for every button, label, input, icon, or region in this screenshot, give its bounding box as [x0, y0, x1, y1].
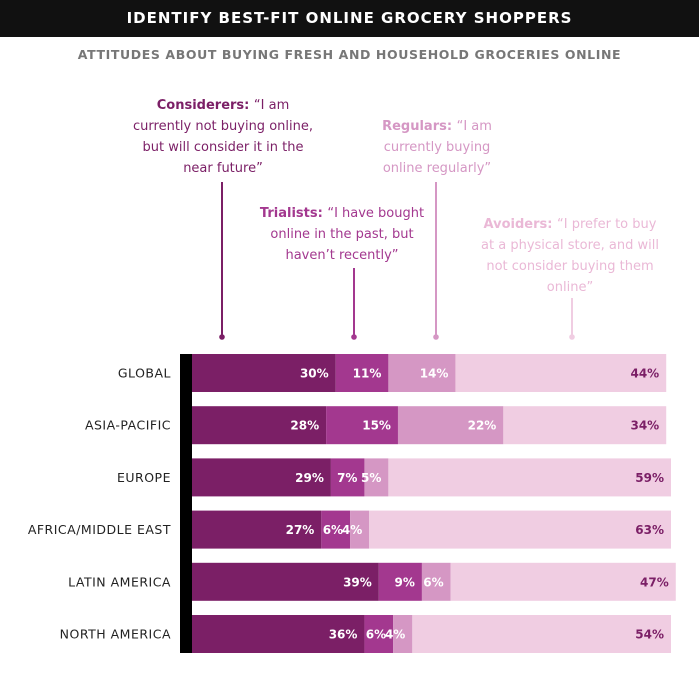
category-label: ASIA-PACIFIC	[85, 418, 171, 433]
annotation-name: Regulars	[382, 119, 447, 134]
data-label: 29%	[295, 471, 324, 485]
annotation-name: Avoiders	[483, 217, 548, 232]
data-label: 36%	[329, 628, 358, 642]
annotation-text: “I have bought online in the past, but h…	[270, 206, 425, 263]
data-label: 47%	[640, 575, 669, 589]
bar-segment	[421, 562, 451, 601]
data-label: 7%	[337, 471, 357, 485]
bar-segment	[388, 458, 671, 497]
bar-segment	[192, 510, 322, 549]
data-label: 6%	[366, 628, 386, 642]
data-label: 59%	[635, 471, 664, 485]
bar-segment	[330, 458, 365, 497]
data-label: 5%	[361, 471, 381, 485]
annotation-trialists: Trialists: “I have bought online in the …	[259, 206, 425, 263]
data-label: 22%	[468, 419, 497, 433]
bar-segment	[192, 562, 379, 601]
data-label: 4%	[385, 628, 405, 642]
leader-dot	[219, 334, 225, 340]
bar-segment	[350, 510, 370, 549]
leader-dot	[433, 334, 439, 340]
bar-segment	[455, 354, 667, 392]
annotation-avoiders: Avoiders: “I prefer to buy at a physical…	[481, 217, 659, 295]
bar-segment	[364, 615, 394, 653]
data-label: 28%	[290, 419, 319, 433]
data-label: 54%	[635, 628, 664, 642]
data-label: 11%	[353, 367, 382, 381]
data-label: 9%	[395, 575, 415, 589]
bar-segment	[369, 510, 671, 549]
annotation-text: “I am currently not buying online, but w…	[133, 98, 313, 176]
bar-segment	[321, 510, 351, 549]
bar-segment	[335, 354, 389, 392]
data-label: 44%	[630, 367, 659, 381]
leader-dot	[569, 334, 575, 340]
data-label: 27%	[286, 523, 315, 537]
bar-segment	[192, 615, 365, 653]
data-label: 15%	[362, 419, 391, 433]
leader-dot	[351, 334, 357, 340]
bar-segment	[450, 562, 676, 601]
bar-segment	[393, 615, 413, 653]
bar-segment	[378, 562, 422, 601]
bar-segment	[388, 354, 456, 392]
category-label: GLOBAL	[118, 366, 171, 381]
category-label: NORTH AMERICA	[60, 627, 171, 642]
axis-bar	[180, 354, 192, 653]
annotation-name: Trialists	[259, 206, 318, 221]
data-label: 30%	[300, 367, 329, 381]
data-label: 4%	[342, 523, 362, 537]
annotation-name: Considerers	[156, 98, 245, 113]
data-label: 63%	[635, 523, 664, 537]
data-label: 6%	[323, 523, 343, 537]
data-label: 6%	[423, 575, 443, 589]
category-label: LATIN AMERICA	[68, 574, 171, 589]
annotation-considerers: Considerers: “I am currently not buying …	[133, 98, 313, 176]
bar-segment	[364, 458, 389, 497]
bar-segment	[326, 406, 398, 445]
category-label: EUROPE	[117, 470, 171, 485]
bar-segment	[192, 354, 336, 392]
chart-title: IDENTIFY BEST-FIT ONLINE GROCERY SHOPPER…	[0, 0, 699, 37]
data-label: 39%	[343, 575, 372, 589]
bar-segment	[397, 406, 504, 445]
annotation-text: “I prefer to buy at a physical store, an…	[481, 217, 659, 295]
category-label: AFRICA/MIDDLE EAST	[28, 522, 171, 537]
bar-segment	[503, 406, 667, 445]
bar-segment	[192, 458, 331, 497]
bar-segment	[412, 615, 671, 653]
data-label: 14%	[420, 367, 449, 381]
chart-subtitle: ATTITUDES ABOUT BUYING FRESH AND HOUSEHO…	[77, 47, 622, 62]
annotation-text: “I am currently buying online regularly”	[382, 119, 492, 176]
data-label: 34%	[630, 419, 659, 433]
annotation-regulars: Regulars: “I am currently buying online …	[382, 119, 492, 176]
bar-segment	[192, 406, 327, 445]
